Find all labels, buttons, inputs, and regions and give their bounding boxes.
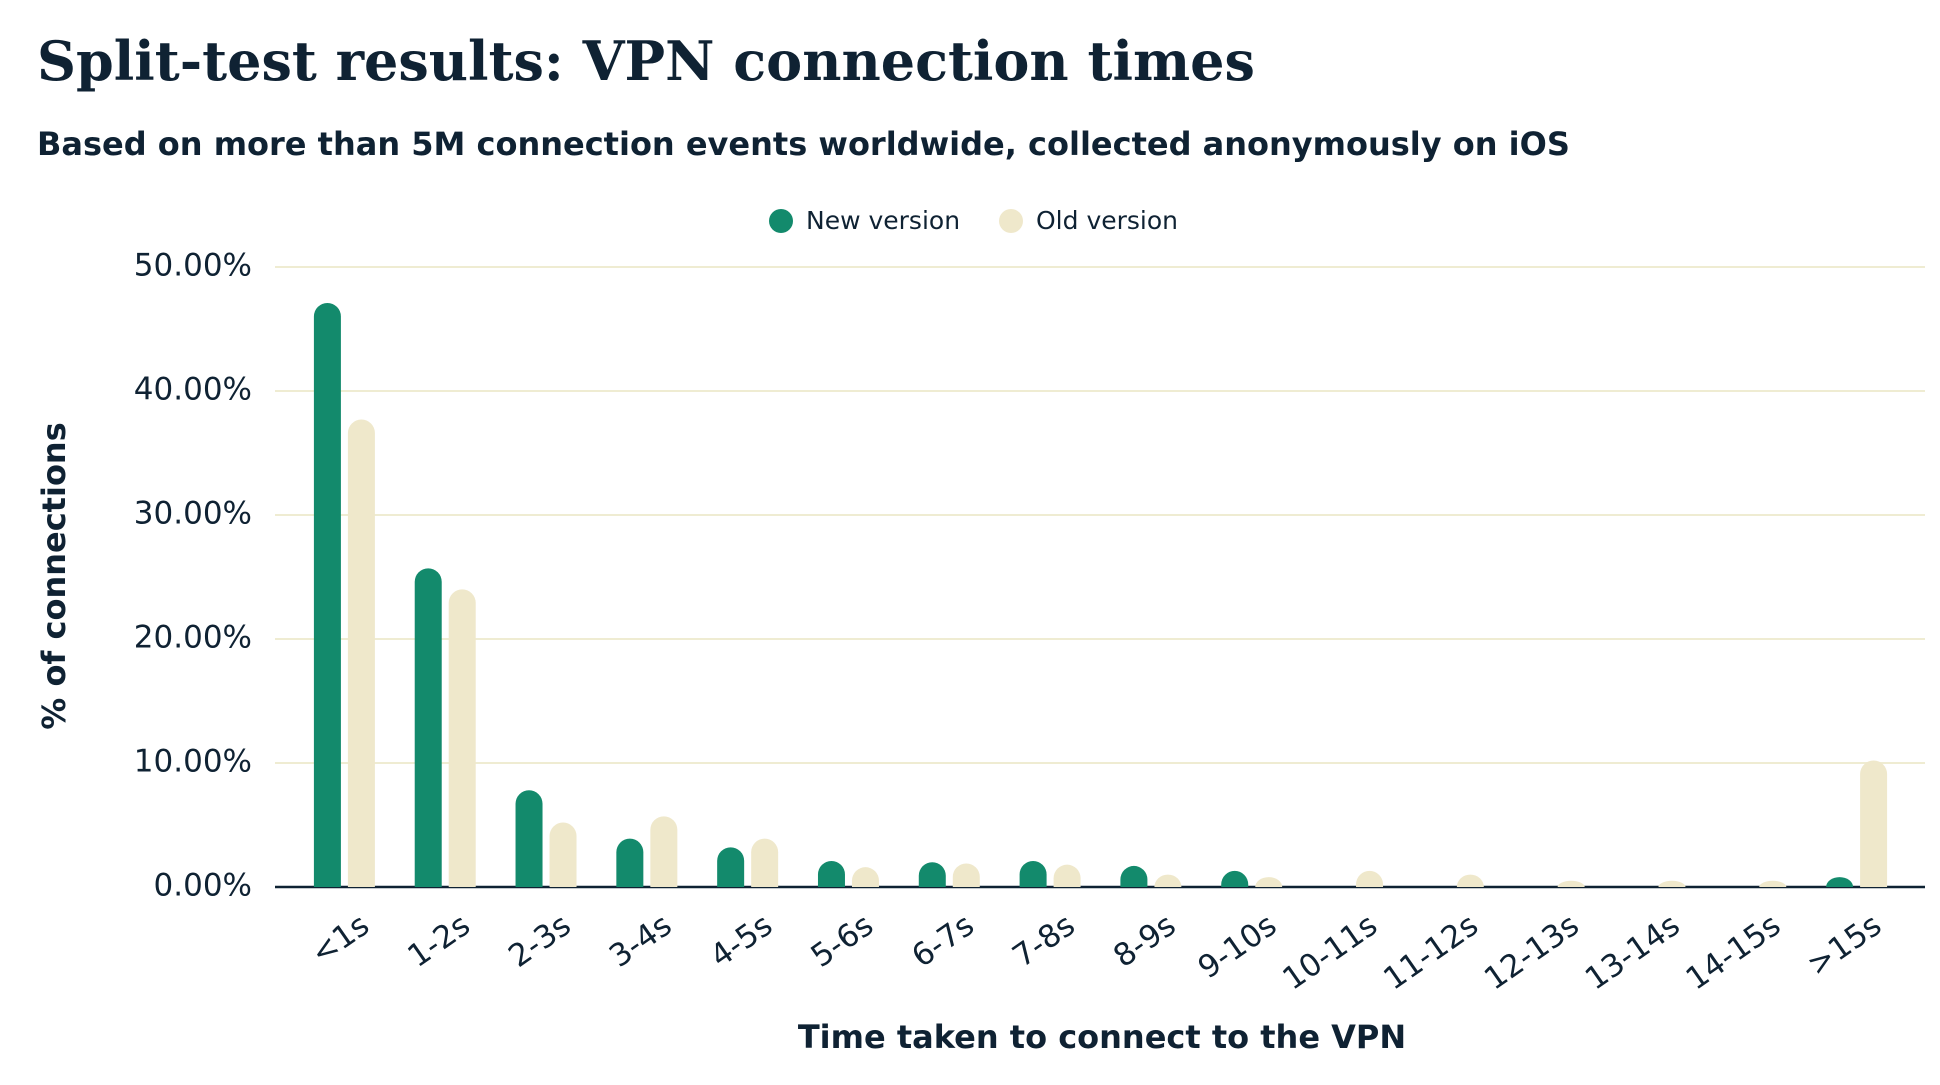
legend-label: New version xyxy=(806,206,960,235)
bar xyxy=(1860,760,1888,887)
x-axis-title: Time taken to connect to the VPN xyxy=(798,1018,1406,1056)
x-tick-label: 3-4s xyxy=(603,907,678,975)
y-tick-label: 30.00% xyxy=(134,496,252,532)
bar xyxy=(515,790,543,887)
x-tick-label: 1-2s xyxy=(401,907,476,975)
x-tick-label: 2-3s xyxy=(502,907,577,975)
y-tick-label: 0.00% xyxy=(154,868,252,904)
bar xyxy=(1120,865,1148,887)
x-tick-label: 11-12s xyxy=(1377,907,1485,997)
x-tick-label: 14-15s xyxy=(1680,907,1788,997)
bar xyxy=(1255,877,1283,887)
x-tick-label: 5-6s xyxy=(805,907,880,975)
bar xyxy=(1658,880,1686,887)
y-tick-label: 20.00% xyxy=(134,620,252,656)
bar xyxy=(448,589,476,887)
bar xyxy=(1053,864,1081,887)
y-axis-title: % of connections xyxy=(35,422,73,730)
bar xyxy=(347,419,375,887)
bar xyxy=(1557,880,1585,887)
bar xyxy=(616,838,644,887)
legend-swatch xyxy=(769,209,793,233)
bar xyxy=(1356,870,1384,887)
bar xyxy=(952,863,980,887)
bar xyxy=(918,862,946,887)
bar xyxy=(1154,874,1182,887)
x-tick-label: <1s xyxy=(305,907,376,972)
x-tick-label: 8-9s xyxy=(1107,907,1182,975)
bar xyxy=(1759,880,1787,887)
x-tick-label: 9-10s xyxy=(1192,907,1284,986)
x-tick-label: 7-8s xyxy=(1006,907,1081,975)
bar xyxy=(1456,874,1484,887)
y-tick-label: 10.00% xyxy=(134,744,252,780)
bar xyxy=(717,847,745,887)
x-tick-label: 13-14s xyxy=(1579,907,1687,997)
bar xyxy=(751,838,779,887)
bar xyxy=(817,860,845,887)
x-tick-label: 4-5s xyxy=(704,907,779,975)
x-tick-label: 12-13s xyxy=(1478,907,1586,997)
bar xyxy=(1221,870,1249,887)
y-tick-label: 50.00% xyxy=(134,248,252,284)
x-tick-label: 6-7s xyxy=(905,907,980,975)
bar xyxy=(1019,860,1047,887)
bar xyxy=(851,867,879,887)
y-tick-label: 40.00% xyxy=(134,372,252,408)
x-tick-label: 10-11s xyxy=(1276,907,1384,997)
legend-swatch xyxy=(999,209,1023,233)
x-tick-label: >15s xyxy=(1801,907,1888,983)
bar xyxy=(313,302,341,888)
chart-subtitle: Based on more than 5M connection events … xyxy=(37,125,1570,163)
bar xyxy=(650,816,678,887)
bar xyxy=(1826,877,1854,887)
bar xyxy=(414,568,442,887)
chart-title: Split-test results: VPN connection times xyxy=(37,29,1255,93)
bar xyxy=(549,822,577,887)
legend-label: Old version xyxy=(1036,206,1178,235)
